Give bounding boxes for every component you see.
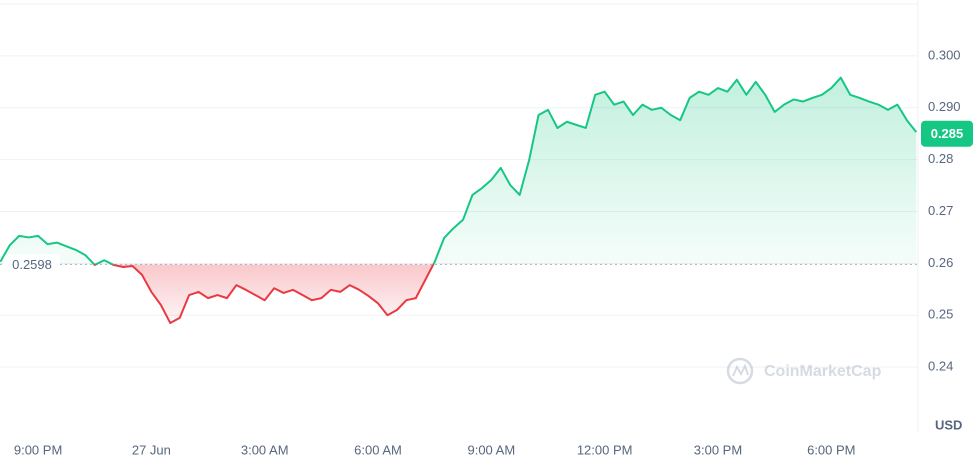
y-tick-label: 0.24 bbox=[928, 359, 953, 374]
price-line bbox=[0, 76, 918, 325]
current-price-label: 0.285 bbox=[931, 126, 964, 141]
y-tick-label: 0.300 bbox=[928, 47, 961, 62]
current-price-tag bbox=[921, 120, 973, 147]
x-tick-label: 12:00 PM bbox=[577, 442, 633, 457]
x-tick-label: 6:00 PM bbox=[807, 442, 855, 457]
y-tick-label: 0.26 bbox=[928, 255, 953, 270]
baseline-label-box bbox=[4, 254, 60, 275]
y-tick-label: 0.28 bbox=[928, 151, 953, 166]
x-tick-label: 9:00 PM bbox=[14, 442, 62, 457]
watermark-text: CoinMarketCap bbox=[764, 363, 882, 380]
watermark: CoinMarketCap bbox=[726, 357, 882, 385]
x-tick-label: 3:00 AM bbox=[241, 442, 289, 457]
area-fill bbox=[0, 77, 917, 324]
baseline-label: 0.2598 bbox=[12, 257, 52, 272]
y-tick-label: 0.27 bbox=[928, 203, 953, 218]
y-unit: USD bbox=[935, 417, 962, 432]
x-tick-label: 27 Jun bbox=[132, 442, 171, 457]
y-tick-label: 0.25 bbox=[928, 307, 953, 322]
x-tick-label: 6:00 AM bbox=[354, 442, 402, 457]
x-tick-label: 9:00 AM bbox=[467, 442, 515, 457]
y-tick-label: 0.290 bbox=[928, 99, 961, 114]
x-tick-label: 3:00 PM bbox=[694, 442, 742, 457]
